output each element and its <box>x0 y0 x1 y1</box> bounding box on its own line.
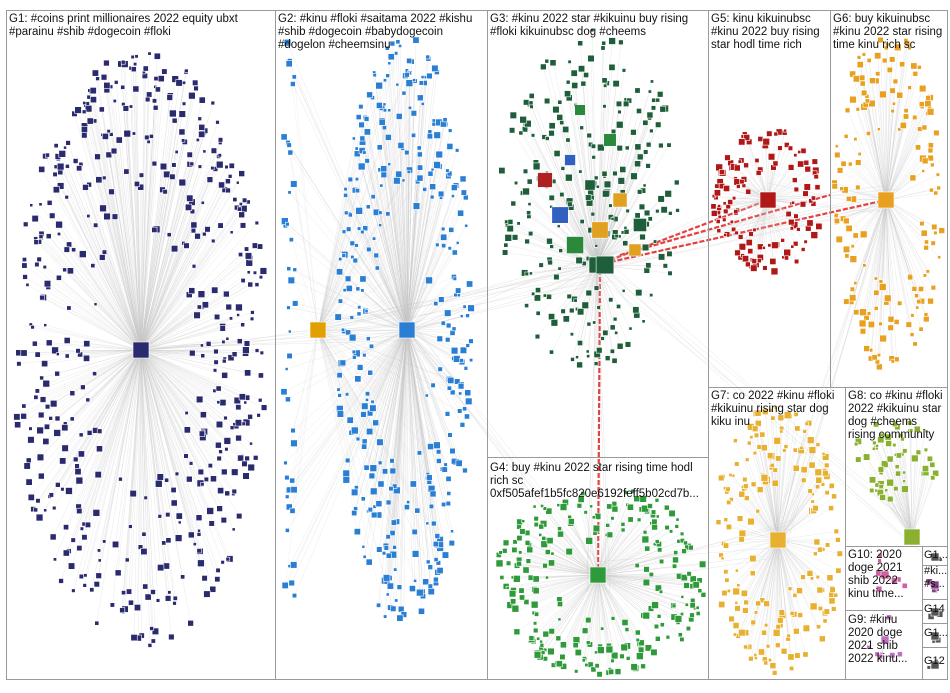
group-box-g8 <box>845 387 948 547</box>
group-box-g4 <box>487 457 709 680</box>
group-box-g15 <box>922 623 948 648</box>
group-box-g14 <box>922 599 948 624</box>
group-box-g3 <box>487 10 709 458</box>
group-box-g10 <box>845 546 923 611</box>
group-box-g6 <box>830 10 948 388</box>
group-box-g2 <box>275 10 488 680</box>
group-box-g5 <box>708 10 831 388</box>
group-box-g12 <box>922 647 948 680</box>
group-box-g7 <box>708 387 846 680</box>
group-box-g13 <box>922 565 948 600</box>
group-box-g1 <box>6 10 276 680</box>
group-box-g9 <box>845 610 923 680</box>
group-box-g11 <box>922 546 948 566</box>
